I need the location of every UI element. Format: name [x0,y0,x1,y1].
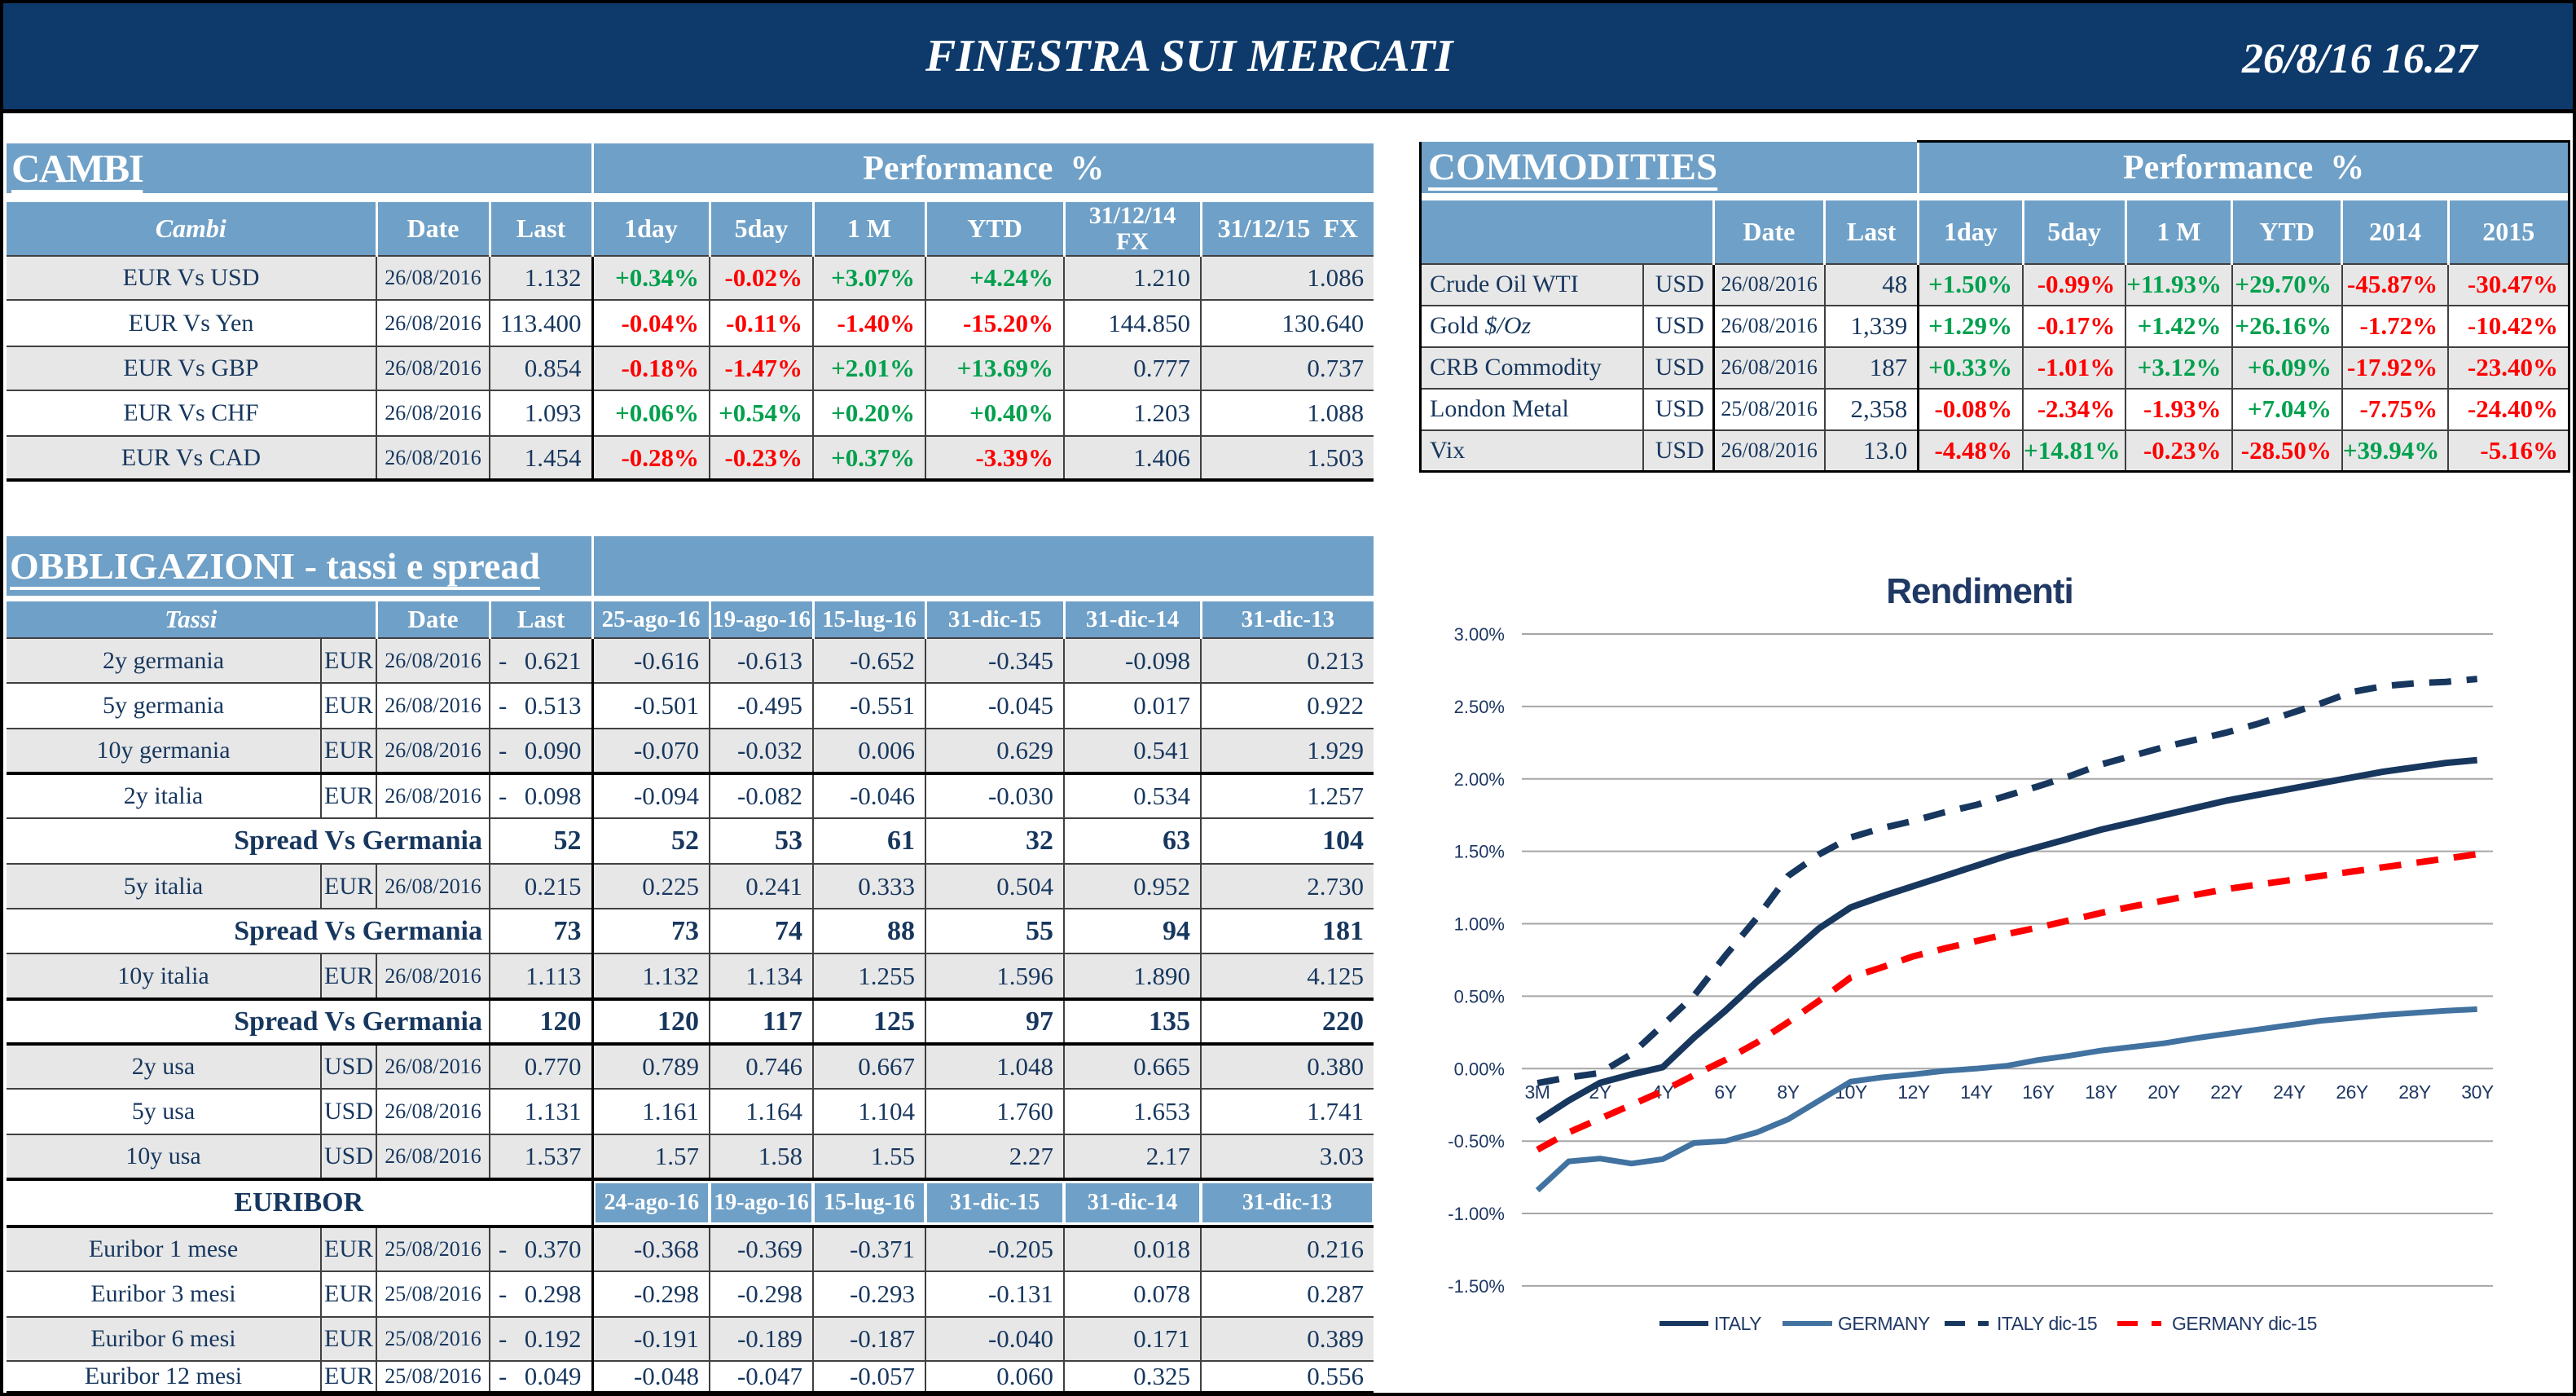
svg-text:16Y: 16Y [2022,1081,2055,1103]
svg-text:0.00%: 0.00% [1454,1059,1505,1079]
svg-text:22Y: 22Y [2210,1081,2243,1103]
svg-text:GERMANY dic-15: GERMANY dic-15 [2172,1313,2317,1334]
svg-text:30Y: 30Y [2461,1081,2494,1103]
svg-text:-1.50%: -1.50% [1448,1276,1505,1297]
svg-text:0.50%: 0.50% [1454,986,1505,1006]
svg-text:6Y: 6Y [1714,1081,1736,1103]
svg-text:24Y: 24Y [2273,1081,2306,1103]
svg-text:-1.00%: -1.00% [1448,1204,1505,1224]
svg-text:20Y: 20Y [2147,1081,2180,1103]
svg-text:26Y: 26Y [2336,1081,2368,1103]
svg-text:3M: 3M [1525,1081,1550,1103]
svg-text:Rendimenti: Rendimenti [1886,571,2073,611]
svg-text:2.50%: 2.50% [1454,697,1505,717]
svg-text:3.00%: 3.00% [1454,624,1505,645]
svg-text:-0.50%: -0.50% [1448,1131,1505,1152]
svg-text:12Y: 12Y [1897,1081,1930,1103]
svg-text:GERMANY: GERMANY [1838,1313,1930,1334]
svg-text:8Y: 8Y [1777,1081,1799,1103]
svg-text:1.00%: 1.00% [1454,914,1505,935]
svg-text:ITALY dic-15: ITALY dic-15 [1997,1313,2097,1334]
svg-text:2.00%: 2.00% [1454,769,1505,790]
svg-text:1.50%: 1.50% [1454,842,1505,862]
svg-text:ITALY: ITALY [1714,1313,1761,1334]
svg-text:18Y: 18Y [2085,1081,2117,1103]
svg-text:28Y: 28Y [2398,1081,2431,1103]
svg-text:14Y: 14Y [1960,1081,1993,1103]
